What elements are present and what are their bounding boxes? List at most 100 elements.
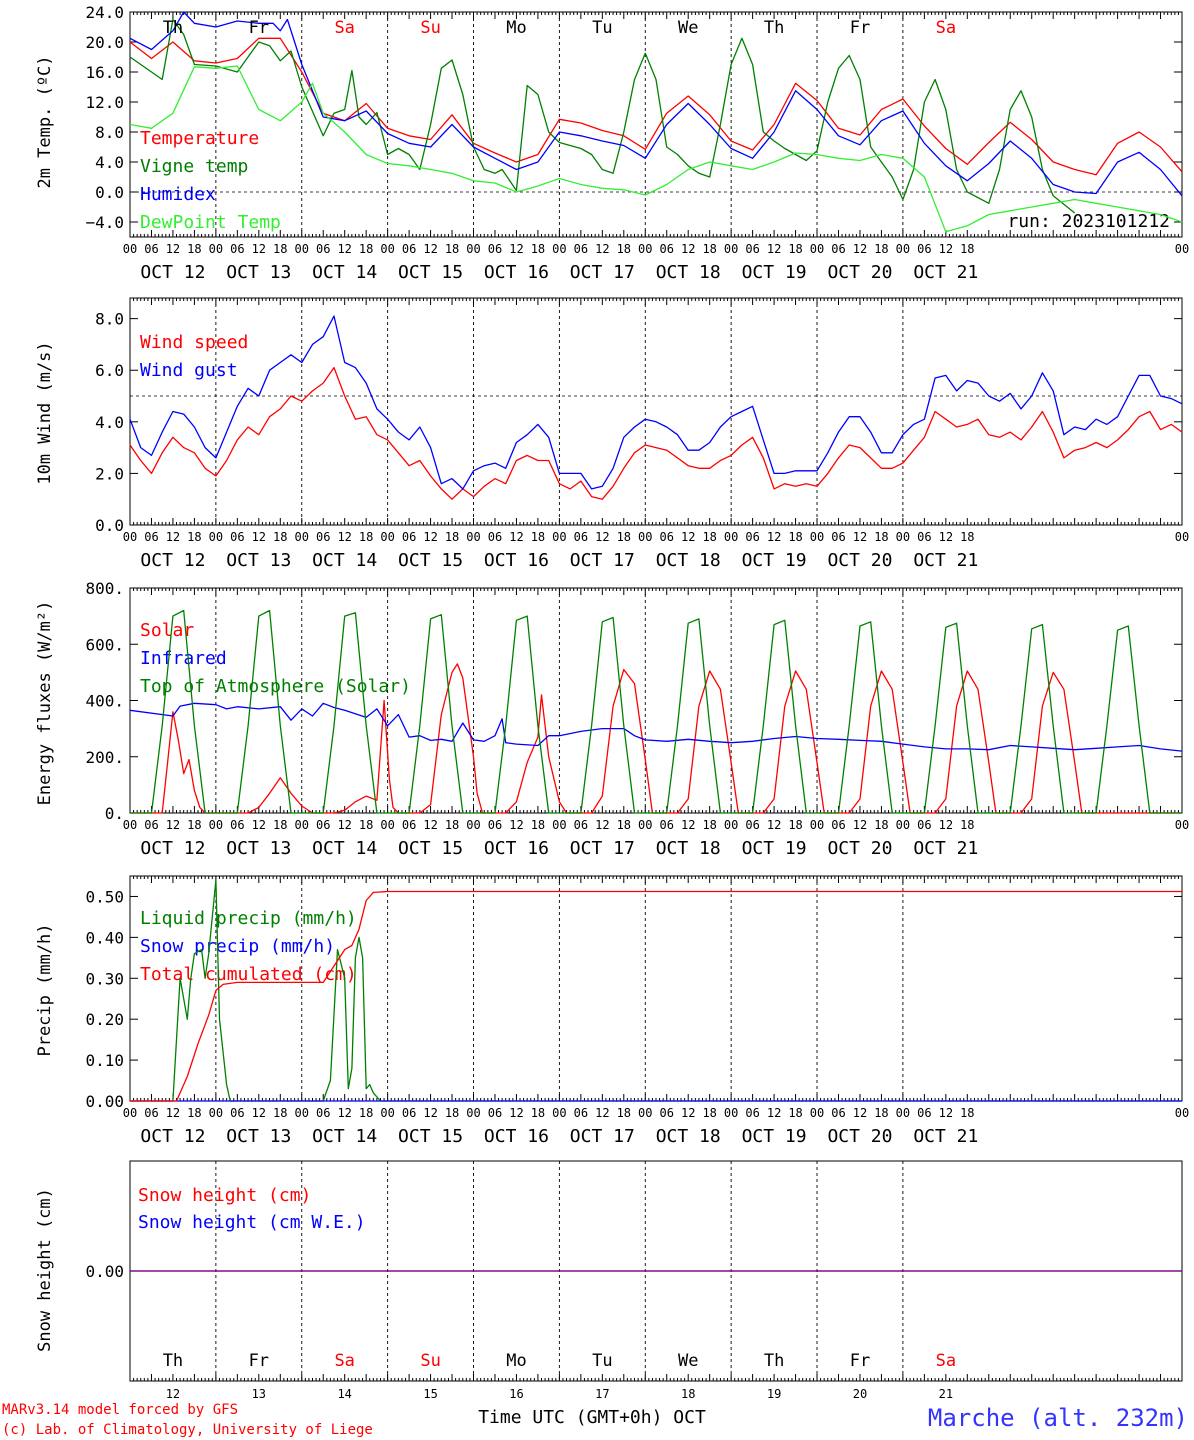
hour-tick-label: 12 bbox=[252, 242, 266, 256]
precip-ytick-label: 0.10 bbox=[85, 1051, 124, 1070]
hour-tick-label: 06 bbox=[402, 1106, 416, 1120]
hour-tick-label: 06 bbox=[745, 530, 759, 544]
day-name-bottom: Su bbox=[420, 1351, 440, 1371]
hour-tick-label: 00 bbox=[123, 1106, 137, 1120]
hour-tick-label: 18 bbox=[187, 1106, 201, 1120]
hour-tick-label: 00 bbox=[552, 1106, 566, 1120]
hour-tick-label: 00 bbox=[123, 242, 137, 256]
hour-tick-label: 06 bbox=[831, 1106, 845, 1120]
hour-tick-label: 06 bbox=[488, 1106, 502, 1120]
hour-tick-label: 12 bbox=[767, 530, 781, 544]
hour-tick-label: 12 bbox=[939, 818, 953, 832]
temp-ytick-label: 8.0 bbox=[95, 123, 124, 142]
hour-tick-label: 18 bbox=[187, 242, 201, 256]
hour-tick-label: 00 bbox=[810, 242, 824, 256]
hour-tick-label: 06 bbox=[402, 530, 416, 544]
temp-ytick-label: 0.0 bbox=[95, 183, 124, 202]
temp-ytick-label: 24.0 bbox=[85, 3, 124, 22]
run-annotation: run: 2023101212 bbox=[1007, 211, 1170, 232]
hour-tick-label: 00 bbox=[1175, 242, 1189, 256]
hour-tick-label: 00 bbox=[896, 1106, 910, 1120]
hour-tick-label: 06 bbox=[230, 1106, 244, 1120]
temp-marks: 24.0 20.0 16.0 12.0 8.0 4.0 0.0 −4.0 00 06 12 18 OCT… bbox=[85, 3, 1189, 283]
energy-ytick-label: 600. bbox=[85, 635, 124, 654]
day-name-bottom: Mo bbox=[506, 1351, 526, 1371]
hour-tick-label: 18 bbox=[359, 530, 373, 544]
hour-tick-label: 06 bbox=[488, 818, 502, 832]
day-name-top: Fr bbox=[850, 18, 870, 38]
legend-vigne-temp: Vigne temp bbox=[140, 156, 248, 177]
hour-tick-label: 00 bbox=[380, 1106, 394, 1120]
hour-tick-label: 12 bbox=[252, 1106, 266, 1120]
temp-series-2 bbox=[129, 11, 1183, 197]
hour-tick-label: 06 bbox=[831, 242, 845, 256]
day-number: 13 bbox=[252, 1387, 266, 1401]
hour-tick-label: 12 bbox=[853, 818, 867, 832]
legend-snow-precip: Snow precip (mm/h) bbox=[140, 936, 335, 957]
day-name-bottom: Sa bbox=[936, 1351, 956, 1371]
temperature-panel: 2m Temp. (ºC) Temperature Vigne temp Hum… bbox=[35, 55, 1170, 233]
date-label: OCT 12 bbox=[140, 1126, 205, 1147]
hour-tick-label: 00 bbox=[724, 818, 738, 832]
date-label: OCT 17 bbox=[570, 262, 635, 283]
hour-tick-label: 12 bbox=[595, 1106, 609, 1120]
wind-legend: Wind speed Wind gust bbox=[140, 332, 248, 381]
date-label: OCT 19 bbox=[742, 838, 807, 859]
precip-ytick-label: 0.40 bbox=[85, 928, 124, 947]
wind-ytick-label: 0.0 bbox=[95, 516, 124, 535]
day-number: 19 bbox=[767, 1387, 781, 1401]
precip-panel: Precip (mm/h) Liquid precip (mm/h) Snow … bbox=[35, 908, 357, 1057]
hour-tick-label: 06 bbox=[574, 818, 588, 832]
hour-tick-label: 18 bbox=[359, 818, 373, 832]
hour-tick-label: 06 bbox=[316, 242, 330, 256]
hour-tick-label: 18 bbox=[874, 818, 888, 832]
temp-series-0 bbox=[129, 37, 1183, 176]
hour-tick-label: 18 bbox=[960, 818, 974, 832]
hour-tick-label: 12 bbox=[423, 530, 437, 544]
day-names-bottom: Th 12 Fr 13 Sa 14 Su 15 Mo 16 Tu 17 We 18 Th 19 Fr 20 Sa 21 bbox=[163, 1351, 956, 1401]
day-name-bottom: Fr bbox=[850, 1351, 870, 1371]
hour-tick-label: 18 bbox=[788, 1106, 802, 1120]
date-label: OCT 16 bbox=[484, 838, 549, 859]
hour-tick-label: 06 bbox=[660, 1106, 674, 1120]
hour-tick-label: 00 bbox=[209, 1106, 223, 1120]
date-label: OCT 21 bbox=[913, 550, 978, 571]
hour-tick-label: 18 bbox=[273, 818, 287, 832]
energy-ytick-label: 200. bbox=[85, 748, 124, 767]
hour-tick-label: 18 bbox=[187, 530, 201, 544]
hour-tick-label: 18 bbox=[788, 530, 802, 544]
legend-snow-height: Snow height (cm) bbox=[138, 1185, 311, 1206]
energy-ytick-label: 800. bbox=[85, 579, 124, 598]
credit-line-2: (c) Lab. of Climatology, University of L… bbox=[2, 1422, 373, 1438]
hour-tick-label: 00 bbox=[638, 1106, 652, 1120]
hour-tick-label: 12 bbox=[509, 530, 523, 544]
snow-legend: Snow height (cm) Snow height (cm W.E.) bbox=[138, 1185, 366, 1233]
wind-frame bbox=[129, 297, 1183, 526]
day-name-top: Sa bbox=[936, 18, 956, 38]
hour-tick-label: 06 bbox=[488, 242, 502, 256]
date-label: OCT 19 bbox=[742, 262, 807, 283]
date-label: OCT 21 bbox=[913, 1126, 978, 1147]
temperature-ylabel: 2m Temp. (ºC) bbox=[35, 55, 55, 188]
wind-ytick-label: 4.0 bbox=[95, 413, 124, 432]
day-name-bottom: Th bbox=[764, 1351, 784, 1371]
hour-tick-label: 00 bbox=[123, 530, 137, 544]
hour-tick-label: 12 bbox=[767, 242, 781, 256]
energy-series-2 bbox=[130, 609, 1182, 814]
date-label: OCT 14 bbox=[312, 550, 377, 571]
hour-tick-label: 18 bbox=[617, 530, 631, 544]
hour-tick-label: 06 bbox=[660, 530, 674, 544]
temp-ytick-label: 16.0 bbox=[85, 63, 124, 82]
date-label: OCT 14 bbox=[312, 838, 377, 859]
hour-tick-label: 12 bbox=[337, 242, 351, 256]
date-label: OCT 18 bbox=[656, 550, 721, 571]
hour-tick-label: 00 bbox=[896, 242, 910, 256]
wind-ylabel: 10m Wind (m/s) bbox=[35, 341, 55, 484]
hour-tick-label: 12 bbox=[681, 530, 695, 544]
hour-tick-label: 00 bbox=[295, 242, 309, 256]
hour-tick-label: 06 bbox=[917, 530, 931, 544]
hour-tick-label: 06 bbox=[144, 818, 158, 832]
hour-tick-label: 00 bbox=[380, 818, 394, 832]
hour-tick-label: 00 bbox=[209, 818, 223, 832]
